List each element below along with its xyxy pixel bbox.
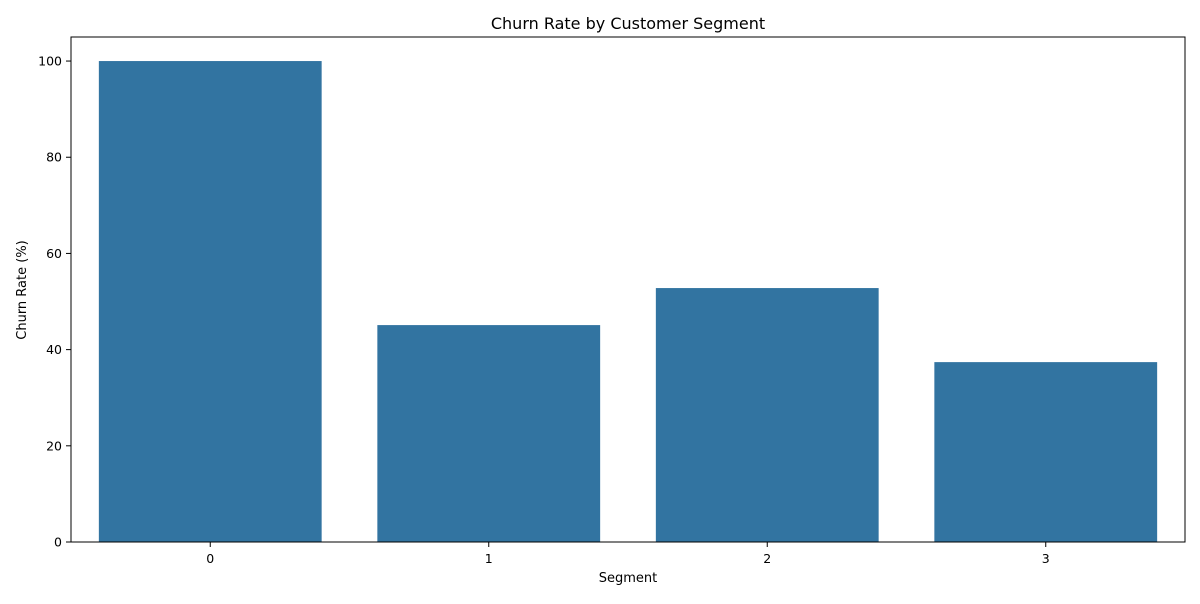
x-tick-label: 0 — [206, 551, 214, 566]
bars-group — [98, 61, 1158, 543]
x-axis-ticks: 0 1 2 3 — [206, 542, 1050, 566]
y-axis-ticks: 0 20 40 60 80 100 — [38, 54, 71, 550]
y-tick-label: 60 — [46, 246, 62, 261]
chart-title: Churn Rate by Customer Segment — [491, 14, 765, 33]
x-tick-label: 2 — [763, 551, 771, 566]
bar-segment-3 — [934, 362, 1158, 542]
y-tick-label: 20 — [46, 438, 62, 453]
bar-segment-0 — [98, 61, 322, 543]
y-tick-label: 80 — [46, 150, 62, 165]
x-tick-label: 3 — [1042, 551, 1050, 566]
bar-segment-1 — [377, 325, 601, 542]
x-tick-label: 1 — [485, 551, 493, 566]
y-tick-label: 100 — [38, 54, 62, 69]
plot-frame — [70, 36, 1186, 543]
x-axis-label: Segment — [599, 571, 658, 586]
y-axis-label: Churn Rate (%) — [15, 240, 30, 339]
y-tick-label: 40 — [46, 342, 62, 357]
bar-segment-2 — [655, 288, 879, 542]
y-tick-label: 0 — [54, 535, 62, 550]
